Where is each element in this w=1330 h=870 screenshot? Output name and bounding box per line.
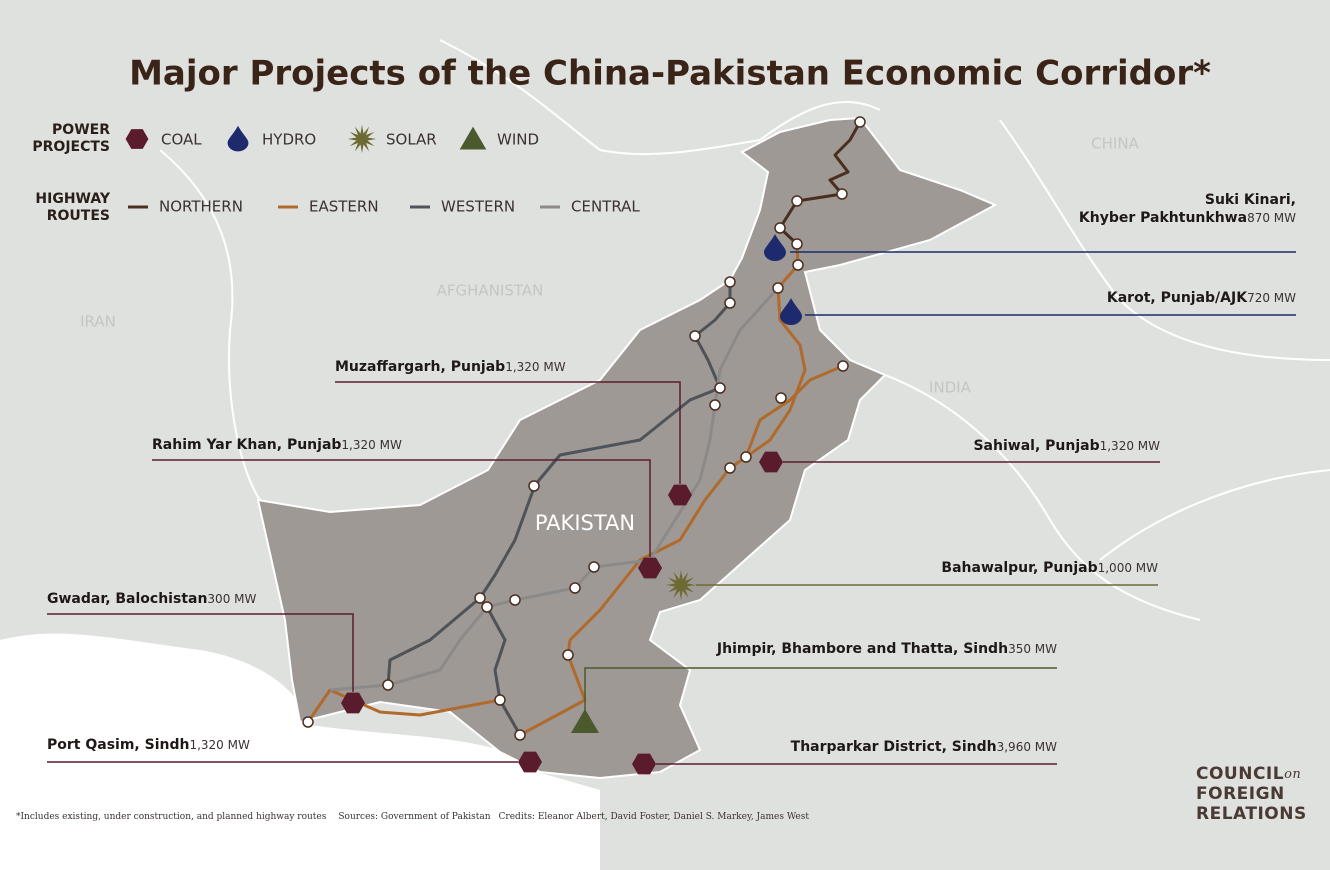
project-name: Port Qasim, Sindh	[47, 737, 189, 753]
coal-icon	[125, 129, 149, 149]
legend-heading: HIGHWAY	[35, 191, 110, 207]
project-name: Sahiwal, Punjab	[973, 438, 1099, 454]
coal-icon	[759, 451, 783, 473]
leader-line	[47, 613, 354, 692]
project-label: Muzaffargarh, Punjab1,320 MW	[335, 359, 566, 375]
solar-icon	[666, 570, 696, 600]
sea	[0, 633, 600, 870]
legend-label: EASTERN	[309, 198, 379, 216]
project-capacity: 1,320 MW	[189, 738, 250, 752]
coal-icon	[638, 557, 662, 579]
eastern-branch	[744, 364, 844, 458]
footer: *Includes existing, under construction, …	[16, 812, 809, 822]
region-label: PAKISTAN	[535, 511, 635, 535]
hydro-icon	[764, 234, 786, 261]
logo: RELATIONS	[1196, 804, 1307, 824]
pakistan	[256, 116, 998, 780]
project-name: Muzaffargarh, Punjab	[335, 359, 505, 375]
project-label: Jhimpir, Bhambore and Thatta, Sindh350 M…	[716, 641, 1057, 657]
project-label: Port Qasim, Sindh1,320 MW	[47, 737, 250, 753]
coal-icon	[518, 751, 542, 773]
coal-icon	[341, 692, 365, 714]
western-route	[386, 282, 732, 686]
western-spur	[485, 606, 522, 736]
project-capacity: 1,320 MW	[505, 360, 566, 374]
project-name: Bahawalpur, Punjab	[941, 560, 1097, 576]
solar-icon	[347, 124, 377, 154]
credits: Credits: Eleanor Albert, David Foster, D…	[499, 812, 810, 822]
legend-label: SOLAR	[386, 131, 437, 149]
wind-icon	[571, 709, 599, 733]
project-capacity: 300 MW	[207, 592, 256, 606]
logo-connector: on	[1284, 767, 1301, 782]
legend-heading: ROUTES	[47, 208, 110, 224]
leader-line	[152, 459, 651, 557]
logo: COUNCILon	[1196, 764, 1301, 784]
project-name: Karot, Punjab/AJK	[1107, 290, 1248, 306]
project-capacity: 720 MW	[1247, 291, 1296, 305]
title: Major Projects of the China-Pakistan Eco…	[129, 54, 1211, 94]
project-label: Sahiwal, Punjab1,320 MW	[973, 438, 1160, 454]
coal-icon	[632, 753, 656, 775]
logo-word: COUNCIL	[1196, 764, 1284, 784]
region-label: CHINA	[1091, 135, 1139, 153]
legend-label: WESTERN	[441, 198, 515, 216]
project-name: Suki Kinari,	[1205, 192, 1296, 208]
hydro-icon	[227, 125, 249, 152]
project-capacity: 1,000 MW	[1098, 561, 1159, 575]
project-label: Bahawalpur, Punjab1,000 MW	[941, 560, 1158, 576]
footnote: *Includes existing, under construction, …	[16, 812, 327, 822]
project-label: Suki Kinari,	[1205, 192, 1296, 208]
legend-label: WIND	[497, 131, 539, 149]
project-capacity: 1,320 MW	[341, 438, 402, 452]
leader-line	[335, 381, 681, 484]
logo: FOREIGN	[1196, 784, 1285, 804]
project-name: Khyber Pakhtunkhwa	[1079, 210, 1247, 226]
project-name: Jhimpir, Bhambore and Thatta, Sindh	[716, 641, 1008, 657]
region-label: IRAN	[80, 313, 116, 331]
region-label: AFGHANISTAN	[437, 282, 544, 300]
project-capacity: 870 MW	[1247, 211, 1296, 225]
legend-label: NORTHERN	[159, 198, 243, 216]
region-label: INDIA	[929, 379, 972, 397]
project-capacity: 3,960 MW	[997, 740, 1058, 754]
project-label: Gwadar, Balochistan300 MW	[47, 591, 256, 607]
project-name: Gwadar, Balochistan	[47, 591, 207, 607]
coal-icon	[668, 484, 692, 506]
eastern-route	[306, 243, 807, 737]
wind-icon	[459, 126, 487, 150]
project-label: Rahim Yar Khan, Punjab1,320 MW	[152, 437, 402, 453]
legend-heading: POWER	[52, 122, 110, 138]
project-name: Tharparkar District, Sindh	[791, 739, 997, 755]
project-capacity: 1,320 MW	[1100, 439, 1161, 453]
project-label: Tharparkar District, Sindh3,960 MW	[791, 739, 1057, 755]
hydro-icon	[780, 298, 802, 325]
sources: Sources: Government of Pakistan	[338, 812, 490, 822]
project-capacity: 350 MW	[1008, 642, 1057, 656]
legend-heading: PROJECTS	[32, 139, 110, 155]
stops	[302, 116, 866, 741]
project-label: Karot, Punjab/AJK720 MW	[1107, 290, 1296, 306]
project-label: Khyber Pakhtunkhwa870 MW	[1079, 210, 1296, 226]
northern-route	[778, 121, 862, 246]
legend-label: HYDRO	[262, 131, 316, 149]
project-name: Rahim Yar Khan, Punjab	[152, 437, 341, 453]
legend-label: CENTRAL	[571, 198, 640, 216]
legend-label: COAL	[161, 131, 202, 149]
leader-line	[584, 667, 1057, 710]
